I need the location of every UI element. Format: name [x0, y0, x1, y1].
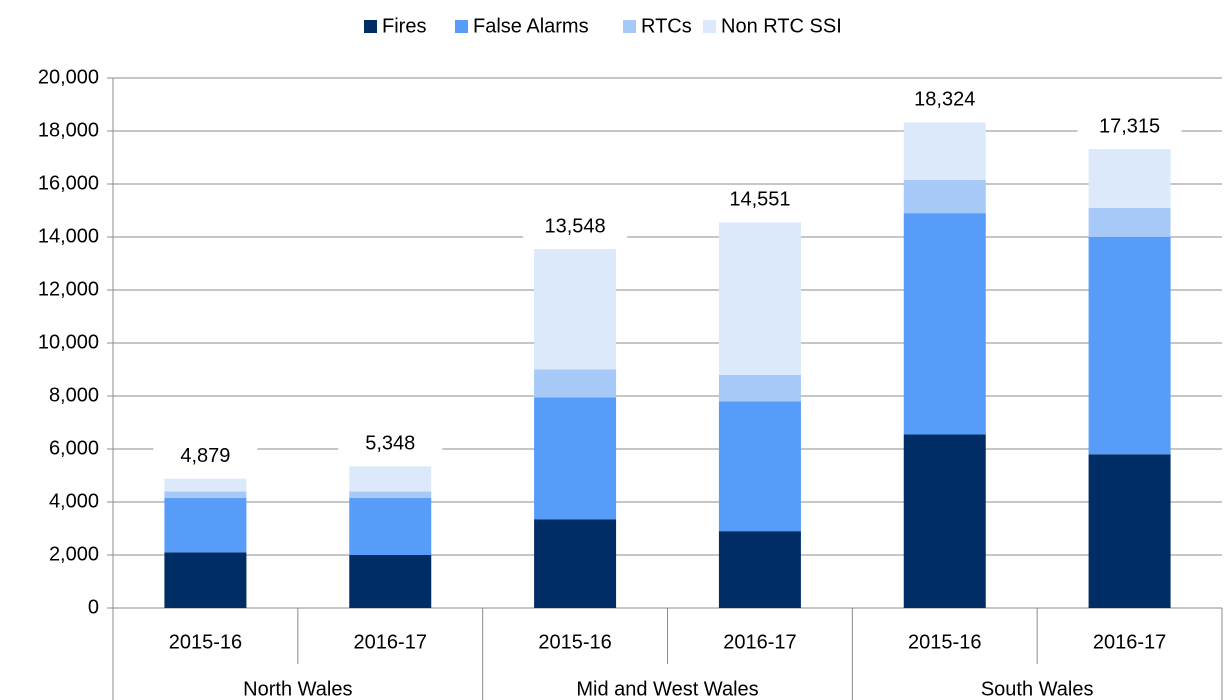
bar-segment [164, 491, 247, 499]
total-label-bg [523, 212, 628, 241]
bar-segment [718, 374, 801, 402]
bar-segment [349, 491, 432, 499]
total-label: 14,551 [729, 189, 790, 211]
bar-segment [1088, 149, 1171, 208]
legend-label: Non RTC SSI [721, 15, 842, 37]
bar-segment [349, 498, 432, 555]
total-label-bg [153, 442, 258, 471]
bar-segment [1088, 454, 1171, 608]
y-tick-label: 6,000 [49, 437, 99, 459]
bar-segment [903, 213, 986, 435]
bar-segment [164, 552, 247, 608]
legend-label: False Alarms [473, 15, 589, 37]
x-tick-label: 2015-16 [908, 631, 981, 653]
y-tick-label: 10,000 [38, 331, 99, 353]
x-tick-label: 2015-16 [538, 631, 611, 653]
bar-segment [718, 222, 801, 375]
bar-segment [349, 466, 432, 492]
group-label: Mid and West Wales [576, 678, 758, 700]
bar-segment [534, 369, 617, 398]
total-label: 13,548 [544, 215, 605, 237]
total-label-bg [338, 430, 443, 459]
legend-label: Fires [382, 15, 426, 37]
bar-segment [903, 434, 986, 608]
x-tick-label: 2016-17 [723, 631, 796, 653]
bar-segment [718, 531, 801, 608]
y-tick-label: 16,000 [38, 172, 99, 194]
bar-segment [164, 478, 247, 492]
total-label-bg [707, 186, 812, 215]
legend-swatch [623, 20, 636, 33]
legend-swatch [364, 20, 377, 33]
x-tick-label: 2016-17 [1093, 631, 1166, 653]
total-label-bg [1077, 113, 1182, 142]
y-tick-label: 12,000 [38, 278, 99, 300]
total-label: 17,315 [1099, 115, 1160, 137]
bar-segment [1088, 207, 1171, 237]
bar-segment [534, 248, 617, 370]
group-label: North Wales [243, 678, 352, 700]
legend-label: RTCs [641, 15, 692, 37]
bar-segment [164, 498, 247, 553]
bar-segment [534, 519, 617, 608]
bar-segment [718, 401, 801, 532]
bar-segment [903, 180, 986, 214]
x-tick-label: 2016-17 [354, 631, 427, 653]
y-tick-label: 18,000 [38, 119, 99, 141]
legend-swatch [455, 20, 468, 33]
group-label: South Wales [981, 678, 1094, 700]
legend-swatch [703, 20, 716, 33]
y-tick-label: 20,000 [38, 66, 99, 88]
y-tick-label: 2,000 [49, 543, 99, 565]
bar-segment [903, 122, 986, 181]
y-tick-label: 0 [88, 596, 99, 618]
total-label: 18,324 [914, 89, 975, 111]
y-tick-label: 4,000 [49, 490, 99, 512]
total-label: 5,348 [365, 433, 415, 455]
y-tick-label: 8,000 [49, 384, 99, 406]
y-tick-label: 14,000 [38, 225, 99, 247]
total-label: 4,879 [180, 445, 230, 467]
bar-segment [534, 397, 617, 520]
bar-segment [349, 555, 432, 608]
x-tick-label: 2015-16 [169, 631, 242, 653]
bar-segment [1088, 237, 1171, 455]
total-label-bg [892, 86, 997, 115]
